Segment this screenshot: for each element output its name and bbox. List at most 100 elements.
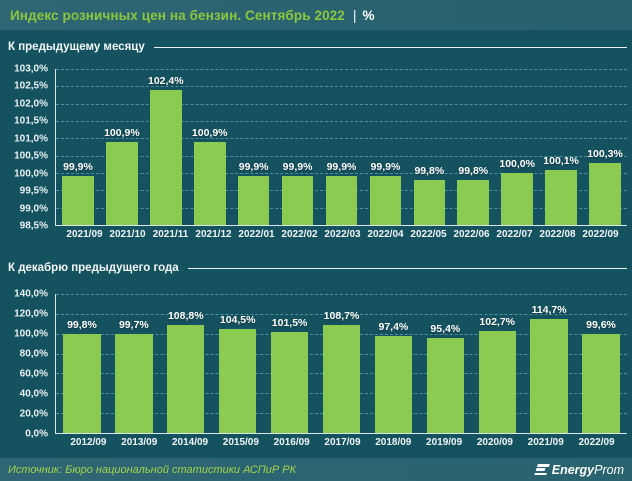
bar-slot: 100,1% [539, 69, 583, 225]
bar-slot: 99,9% [232, 69, 276, 225]
bar-slot: 114,7% [523, 294, 575, 433]
y-axis: 103,0% 102,5% 102,0% 101,5% 101,0% 100,5% 100,… [8, 64, 55, 232]
page-title: Индекс розничных цен на бензин. Сентябрь… [10, 7, 345, 23]
bar-value-label: 99,9% [326, 161, 357, 174]
bar-value-label: 104,5% [219, 314, 256, 327]
bar [281, 176, 314, 225]
bar [167, 324, 205, 433]
bar-slot: 99,9% [276, 69, 320, 225]
bar [501, 173, 533, 225]
bar-value-label: 99,7% [118, 319, 149, 332]
x-axis-label: 2021/12 [195, 229, 232, 240]
x-axis-label: 2021/10 [109, 229, 146, 240]
bar-value-label: 100,1% [543, 154, 579, 167]
title-unit: % [362, 7, 375, 23]
bar [457, 179, 490, 225]
bars: 99,9% 100,9% 102,4% 100,9% 99,9% 99,9% 99,9% 99… [56, 69, 627, 225]
bar-slot: 100,0% [495, 69, 539, 225]
x-axis-labels: 2021/09 2021/10 2021/11 2021/12 2022/01 2022/… [63, 229, 622, 245]
bar-slot: 102,4% [144, 69, 188, 225]
footer-bar: Источник: Бюро национальной статистики А… [0, 458, 632, 481]
y-axis-tick-label: 100,5% [14, 150, 48, 162]
bar-slot: 100,9% [188, 69, 232, 225]
y-axis-tick-label: 100,0% [14, 168, 48, 180]
header-rule [187, 267, 627, 269]
bar [478, 331, 516, 433]
x-axis-label: 2015/09 [222, 437, 259, 448]
section-title-year: К декабрю предыдущего года [8, 261, 179, 274]
bar-value-label: 97,4% [378, 321, 409, 334]
bar-slot: 100,3% [583, 69, 627, 225]
y-axis: 140,0% 120,0% 100,0% 80,0% 60,0% 40,0% 20,0% 0,… [8, 289, 55, 440]
section-header-month: К предыдущему месяцу [8, 39, 627, 54]
chart-previous-month: 103,0% 102,5% 102,0% 101,5% 101,0% 100,5% 100,… [8, 64, 627, 245]
bar-value-label: 99,6% [586, 319, 616, 332]
x-axis-label: 2022/09 [578, 437, 615, 448]
y-axis-tick-label: 99,5% [19, 185, 48, 197]
bar-slot: 99,9% [56, 69, 100, 225]
x-axis-label: 2022/01 [238, 229, 275, 240]
bar [62, 176, 94, 225]
x-axis-label: 2022/06 [453, 229, 490, 240]
bar-slot: 99,7% [108, 294, 160, 433]
bar [374, 336, 413, 433]
logo-text: EnergyProm [551, 462, 624, 477]
gridline [56, 69, 627, 70]
y-axis-tick-label: 103,0% [14, 63, 48, 75]
y-axis-tick-label: 80,0% [19, 348, 48, 360]
bar [545, 169, 577, 225]
bar-value-label: 99,8% [67, 318, 97, 331]
bar-slot: 99,9% [363, 69, 407, 225]
y-axis-tick-label: 100,0% [14, 328, 48, 340]
bar-value-label: 99,8% [414, 164, 445, 177]
bar-slot: 99,8% [407, 69, 451, 225]
bar-value-label: 100,0% [499, 158, 535, 170]
bar-value-label: 95,4% [430, 323, 461, 336]
x-axis-label: 2022/07 [496, 229, 533, 240]
bar [325, 176, 358, 225]
bar [150, 89, 182, 225]
x-axis-label: 2018/09 [375, 437, 412, 448]
source-text: Источник: Бюро национальной статистики А… [8, 463, 297, 476]
y-axis-tick-label: 20,0% [19, 408, 48, 420]
bar-slot: 99,8% [56, 294, 108, 433]
bar-slot: 100,9% [100, 69, 144, 225]
bar-slot: 95,4% [419, 294, 471, 433]
x-axis-label: 2014/09 [171, 437, 209, 448]
bar [193, 141, 226, 225]
bar [589, 162, 621, 225]
bar [322, 325, 361, 433]
bar-value-label: 101,5% [271, 317, 308, 330]
x-axis-label: 2021/09 [527, 437, 564, 448]
y-axis-tick-label: 60,0% [19, 368, 48, 380]
x-axis-label: 2022/05 [410, 229, 447, 240]
bar [218, 329, 257, 433]
gridline [56, 103, 627, 105]
bar-value-label: 99,9% [238, 161, 269, 174]
bar [106, 141, 138, 225]
chart-previous-december: 140,0% 120,0% 100,0% 80,0% 60,0% 40,0% 20,0% 0,… [8, 289, 627, 453]
bar-value-label: 102,7% [479, 316, 516, 329]
bar-value-label: 99,9% [63, 161, 93, 174]
bar-slot: 99,9% [320, 69, 364, 225]
bar-slot: 101,5% [264, 294, 316, 433]
bar-value-label: 99,9% [282, 161, 313, 174]
bar-value-label: 102,4% [147, 74, 184, 87]
title-separator: | [352, 7, 357, 23]
x-axis-labels: 2012/09 2013/09 2014/09 2015/09 2016/09 2017/… [63, 437, 622, 453]
bar [237, 176, 270, 225]
x-axis-label: 2022/02 [281, 229, 318, 240]
bar-value-label: 114,7% [531, 304, 567, 317]
bar [582, 334, 620, 433]
x-axis-label: 2021/09 [66, 229, 103, 240]
bar [413, 179, 446, 225]
bar [530, 319, 568, 433]
y-axis-tick-label: 102,0% [14, 98, 48, 110]
gridline [56, 294, 627, 295]
bar [270, 332, 309, 433]
bar-slot: 108,7% [316, 294, 368, 433]
x-axis-label: 2020/09 [476, 437, 513, 448]
header-rule [153, 46, 627, 48]
energyprom-e-icon [533, 463, 550, 476]
bar-value-label: 100,9% [191, 126, 228, 139]
